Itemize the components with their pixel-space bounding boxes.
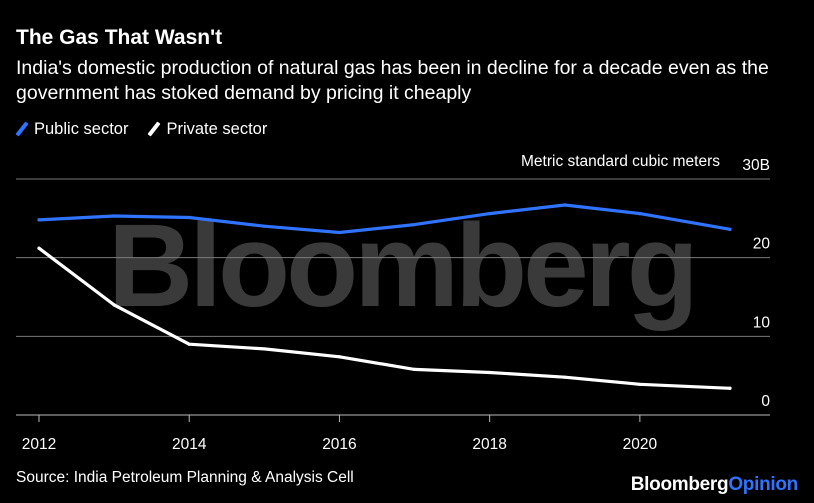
watermark-text: Bloomberg [108,200,695,332]
data-point [112,303,116,307]
data-point [488,212,492,216]
data-point [563,375,567,379]
brand-logo: BloombergOpinion [630,474,799,496]
y-tick-label: 20 [753,236,771,253]
y-tick-label: 10 [753,314,771,331]
legend-item-private-sector: Private sector [147,119,268,139]
brand-accent: Opinion [728,474,798,495]
series-line-public-sector [37,203,732,235]
data-point [262,224,266,228]
data-point [412,367,417,371]
y-tick-label: 30B [742,157,770,174]
series-line-private-sector [37,246,732,390]
x-tick-label: 2012 [22,436,56,453]
data-point [638,382,642,386]
data-point [728,227,732,231]
data-point [488,370,492,375]
data-point [563,203,567,207]
y-axis-label: Metric standard cubic meters [521,153,720,170]
data-point [187,342,191,346]
data-point [337,230,342,235]
chart-title: The Gas That Wasn't [16,26,223,49]
data-point [187,215,191,220]
source-note: Source: India Petroleum Planning & Analy… [16,469,354,486]
chart-subtitle: India's domestic production of natural g… [16,57,769,104]
data-point [638,212,642,216]
data-point [112,214,116,218]
data-point [37,218,41,222]
legend-label-private-sector: Private sector [166,119,268,138]
y-tick-label: 0 [761,393,770,410]
data-point [37,246,41,250]
legend-item-public-sector: Public sector [15,119,129,139]
x-tick-label: 2020 [623,436,658,453]
data-point [337,355,342,359]
data-point [262,347,266,351]
data-point [412,223,417,227]
x-tick-label: 2018 [472,436,506,453]
legend-label-public-sector: Public sector [34,119,129,138]
legend: Public sector Private sector [15,118,287,140]
brand-main: Bloomberg [630,474,729,495]
data-point [728,386,732,390]
x-tick-label: 2016 [322,436,356,453]
x-tick-label: 2014 [172,436,207,453]
